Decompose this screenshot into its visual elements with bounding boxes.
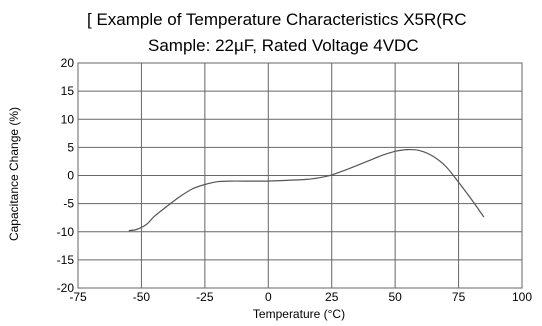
x-axis-label: Temperature (°C) (253, 307, 345, 321)
x-tick-label: 0 (265, 290, 272, 304)
x-tick-label: -75 (69, 290, 87, 304)
chart-title: [ Example of Temperature Characteristics… (87, 10, 467, 29)
y-tick-label: 10 (61, 112, 75, 126)
x-tick-label: 50 (388, 290, 402, 304)
y-tick-label: -5 (63, 197, 74, 211)
y-tick-label: 15 (61, 84, 75, 98)
y-tick-label: -10 (57, 225, 75, 239)
x-tick-label: -50 (133, 290, 151, 304)
capacitance-curve (128, 148, 485, 232)
x-tick-label: 25 (325, 290, 339, 304)
y-tick-label: -20 (57, 281, 75, 295)
y-tick-label: 0 (67, 169, 74, 183)
y-tick-label: 5 (67, 140, 74, 154)
chart-subtitle: Sample: 22µF, Rated Voltage 4VDC (148, 36, 419, 55)
y-tick-label: -15 (57, 253, 75, 267)
grid (77, 62, 523, 289)
x-tick-label: 75 (452, 290, 466, 304)
y-tick-label: 20 (61, 56, 75, 70)
x-tick-label: -25 (196, 290, 214, 304)
x-tick-label: 100 (512, 290, 532, 304)
y-axis-label: Capacitance Change (%) (7, 107, 21, 241)
